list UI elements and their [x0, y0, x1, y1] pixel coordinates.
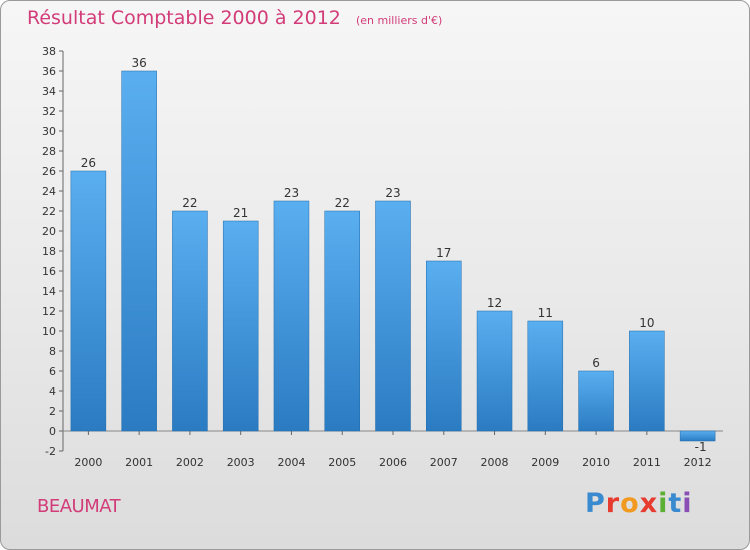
- x-tick-label: 2008: [481, 456, 509, 469]
- logo-letter: t: [668, 488, 683, 519]
- y-tick-label: 10: [42, 325, 56, 338]
- bar: [121, 70, 157, 432]
- data-label: 10: [639, 316, 654, 330]
- x-tick-label: 2012: [684, 456, 712, 469]
- y-tick-label: 20: [42, 225, 56, 238]
- commune-name: BEAUMAT: [37, 496, 121, 517]
- y-tick-label: 34: [42, 85, 56, 98]
- x-tick-label: 2003: [227, 456, 255, 469]
- y-tick-label: 26: [42, 165, 56, 178]
- bar: [679, 430, 716, 442]
- bar: [578, 370, 614, 432]
- y-tick-label: 2: [49, 405, 56, 418]
- x-tick-label: 2002: [176, 456, 204, 469]
- data-label: 11: [538, 306, 553, 320]
- data-label: 26: [81, 156, 96, 170]
- logo-letter: i: [682, 488, 693, 519]
- y-tick-label: 4: [49, 385, 56, 398]
- x-tick-label: 2011: [633, 456, 661, 469]
- x-tick-label: 2000: [74, 456, 102, 469]
- data-label: 6: [592, 356, 600, 370]
- bar: [172, 210, 208, 432]
- x-tick-label: 2006: [379, 456, 407, 469]
- y-tick-label: 38: [42, 45, 56, 58]
- x-tick-label: 2007: [430, 456, 458, 469]
- bar: [527, 320, 564, 432]
- logo-letter: P: [585, 488, 606, 519]
- y-tick-label: 14: [42, 285, 56, 298]
- bar: [70, 170, 107, 432]
- chart-title: Résultat Comptable 2000 à 2012: [27, 7, 341, 29]
- y-tick-label: 32: [42, 105, 56, 118]
- logo-letter: x: [639, 488, 659, 519]
- y-tick-label: 28: [42, 145, 56, 158]
- x-tick-label: 2010: [582, 456, 610, 469]
- bars: [70, 70, 716, 442]
- data-label: 36: [132, 56, 147, 70]
- data-label: 23: [284, 186, 299, 200]
- bar: [426, 260, 462, 432]
- value-labels: 26 36 22 21 23 22 23 17 12 11 6 10 -1: [81, 56, 707, 454]
- bar: [375, 200, 411, 432]
- data-label: 22: [182, 196, 197, 210]
- bar: [273, 200, 310, 432]
- proxiti-logo[interactable]: Proxiti: [585, 488, 693, 519]
- chart-subtitle: (en milliers d'€): [355, 14, 443, 27]
- data-label: -1: [695, 440, 707, 454]
- x-tick-label: 2009: [531, 456, 559, 469]
- y-tick-label: -2: [45, 445, 56, 458]
- data-label: 17: [436, 246, 451, 260]
- y-tick-label: 16: [42, 265, 56, 278]
- bar: [222, 220, 259, 432]
- logo-letter: o: [620, 488, 640, 519]
- y-tick-label: 36: [42, 65, 56, 78]
- title-block: Résultat Comptable 2000 à 2012 (en milli…: [27, 7, 442, 29]
- y-tick-label: 30: [42, 125, 56, 138]
- y-tick-label: 24: [42, 185, 56, 198]
- x-tick-label: 2001: [125, 456, 153, 469]
- y-tick-label: 12: [42, 305, 56, 318]
- x-tick-label: 2005: [328, 456, 356, 469]
- data-label: 12: [487, 296, 502, 310]
- logo-letter: r: [605, 488, 621, 519]
- x-tick-label: 2004: [277, 456, 305, 469]
- logo-letter: i: [658, 488, 669, 519]
- y-tick-label: 6: [49, 365, 56, 378]
- y-tick-label: 8: [49, 345, 56, 358]
- y-tick-label: 0: [49, 425, 56, 438]
- y-tick-label: 22: [42, 205, 56, 218]
- data-label: 21: [233, 206, 248, 220]
- bar: [324, 210, 360, 432]
- data-label: 23: [385, 186, 400, 200]
- bar: [629, 330, 665, 432]
- y-tick-label: 18: [42, 245, 56, 258]
- bar: [476, 310, 513, 432]
- data-label: 22: [335, 196, 350, 210]
